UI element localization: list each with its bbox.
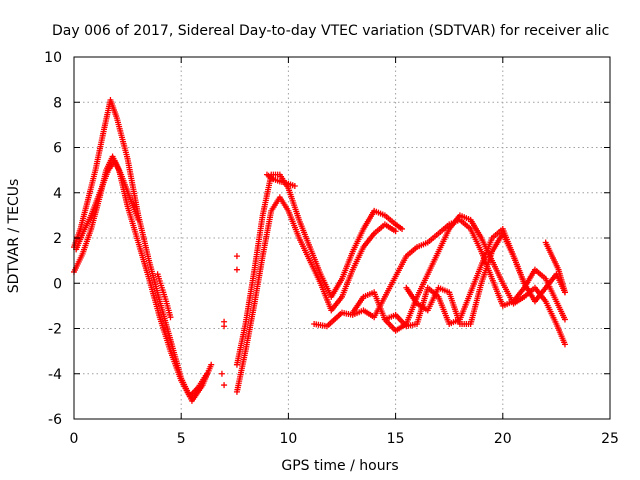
y-tick-label: -6 (48, 412, 62, 428)
data-point (233, 266, 240, 273)
series-trace-11 (542, 239, 568, 296)
data-point (203, 370, 210, 377)
data-point (221, 323, 228, 330)
series-trace-4 (233, 194, 399, 395)
data-points (71, 96, 568, 404)
y-axis-label: SDTVAR / TECUs (6, 179, 22, 294)
data-point (399, 225, 406, 232)
data-point (218, 370, 225, 377)
data-point (392, 228, 399, 235)
data-point (561, 289, 568, 296)
data-point (291, 182, 298, 189)
chart-title: Day 006 of 2017, Sidereal Day-to-day VTE… (52, 23, 609, 39)
x-tick-label: 0 (70, 431, 79, 447)
series-trace-12 (154, 271, 174, 321)
series-isolated (218, 253, 240, 389)
x-tick-label: 15 (387, 431, 405, 447)
data-point (208, 361, 215, 368)
y-tick-label: 2 (53, 231, 62, 247)
y-tick-label: 0 (53, 276, 62, 292)
y-tick-label: 6 (53, 141, 62, 157)
x-tick-label: 20 (494, 431, 512, 447)
x-tick-label: 5 (177, 431, 186, 447)
data-point (521, 280, 528, 287)
data-point (561, 316, 568, 323)
x-tick-label: 10 (279, 431, 297, 447)
y-tick-label: -2 (48, 322, 62, 338)
y-tick-labels: -6 -4 -2 0 2 4 6 8 10 (44, 50, 62, 428)
y-tick-label: -4 (48, 367, 62, 383)
series-trace-3 (73, 158, 142, 253)
y-tick-label: 8 (53, 95, 62, 111)
series-trace-2 (71, 153, 210, 400)
grid-lines (74, 57, 610, 419)
plot-frame (73, 56, 611, 420)
data-point (135, 216, 142, 223)
series-trace-7 (311, 216, 568, 330)
series-trace-8 (349, 212, 568, 348)
series-trace-10 (403, 230, 528, 327)
series-trace-6 (263, 171, 298, 189)
x-axis-label: GPS time / hours (281, 458, 398, 474)
x-tick-label: 25 (601, 431, 619, 447)
y-tick-label: 10 (44, 50, 62, 66)
data-point (221, 382, 228, 389)
data-point (167, 314, 174, 321)
data-point (561, 341, 568, 348)
series-trace-5 (233, 171, 406, 368)
x-tick-labels: 0 5 10 15 20 25 (70, 431, 619, 447)
y-tick-label: 4 (53, 186, 62, 202)
data-point (233, 253, 240, 260)
